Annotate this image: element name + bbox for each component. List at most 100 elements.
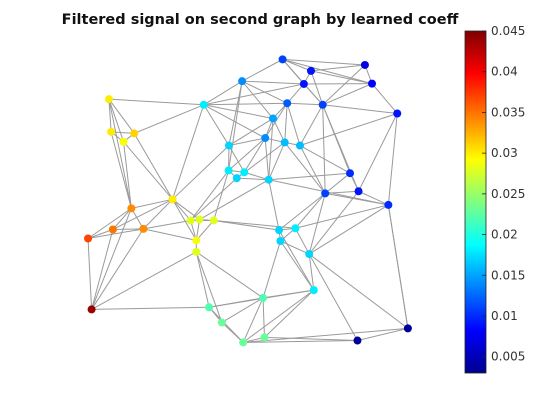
graph-edge — [123, 141, 132, 209]
graph-edge — [325, 192, 389, 206]
colorbar-ticks: 0.005 0.01 0.015 0.02 0.025 0.03 0.035 0.04 0.04… — [482, 24, 525, 364]
graph-node — [283, 99, 292, 108]
graph-edge — [299, 113, 398, 146]
graph-edge — [190, 177, 238, 221]
graph-edge — [299, 104, 324, 146]
graph-node — [192, 236, 201, 245]
graph-edge — [172, 198, 192, 221]
graph-node — [205, 303, 214, 312]
graph-edge — [108, 99, 125, 142]
graph-node — [384, 200, 393, 209]
graph-node — [354, 187, 363, 196]
graph-edge — [241, 80, 274, 119]
graph-edge — [87, 229, 114, 239]
graph-edge — [133, 104, 204, 134]
graph-edge — [322, 104, 398, 114]
graph-edge — [268, 172, 351, 181]
colorbar: 0.005 0.01 0.015 0.02 0.025 0.03 0.035 0.04 0.04… — [464, 24, 525, 374]
colorbar-tick-label: 0.015 — [491, 268, 525, 282]
graph-edge — [287, 102, 323, 106]
graph-node — [168, 195, 177, 204]
graph-edge — [108, 98, 204, 106]
graph-node — [119, 137, 128, 146]
graph-edge — [371, 83, 398, 114]
graph-edge — [324, 172, 351, 194]
graph-node — [209, 216, 218, 225]
graph-edge — [87, 228, 144, 240]
graph-edge — [284, 142, 326, 194]
graph-edge — [310, 70, 324, 105]
graph-node — [186, 216, 195, 225]
graph-edge — [172, 199, 197, 241]
graph-edge — [172, 145, 230, 200]
graph-node — [260, 333, 269, 342]
graph-edge — [241, 80, 288, 104]
graph-node — [127, 204, 136, 213]
graph-edge — [264, 289, 315, 338]
graph-edge — [195, 251, 223, 323]
graph-edge — [244, 171, 269, 181]
graph-node — [104, 95, 113, 104]
graph-edge — [282, 58, 312, 72]
graph-node — [261, 134, 270, 143]
graph-edge — [228, 145, 245, 173]
graph-edge — [262, 297, 265, 338]
graph-edge — [286, 83, 305, 104]
graph-edge — [282, 58, 365, 66]
graph-node — [403, 324, 412, 333]
graph-edge — [243, 340, 358, 343]
graph-edge — [108, 99, 112, 132]
graph-edge — [268, 118, 274, 180]
graph-edge — [203, 104, 266, 139]
graph-edge — [213, 219, 296, 229]
graph-edge — [310, 64, 365, 72]
graph-edge — [108, 99, 132, 209]
graph-node — [239, 338, 248, 347]
graph-edge — [299, 145, 351, 174]
graph-node — [139, 224, 148, 233]
graph-edge — [190, 170, 230, 221]
graph-edge — [322, 64, 366, 106]
graph-node — [240, 168, 249, 177]
graph-edge — [262, 240, 281, 299]
graph-edge — [322, 104, 326, 194]
graph-edge — [209, 297, 264, 308]
graph-edge — [242, 289, 315, 343]
graph-edge — [87, 207, 132, 239]
colorbar-tick-label: 0.035 — [491, 105, 525, 119]
graph-node — [199, 100, 208, 109]
graph-node — [276, 236, 285, 245]
colorbar-tick-label: 0.005 — [491, 350, 525, 364]
colorbar-gradient — [464, 30, 487, 374]
graph-node — [87, 305, 96, 314]
graph-node — [224, 166, 233, 175]
graph-edge — [322, 104, 360, 192]
graph-edge — [108, 98, 135, 134]
graph-edge — [213, 170, 230, 221]
colorbar-tick-label: 0.01 — [491, 309, 518, 323]
graph-edge — [112, 208, 132, 230]
graph-node — [264, 175, 273, 184]
graph-edge — [91, 251, 197, 310]
graph-edge — [203, 104, 274, 119]
graph-edge — [195, 220, 215, 241]
graph-node — [346, 169, 355, 178]
graph-edge — [221, 297, 264, 323]
colorbar-tick-label: 0.045 — [491, 24, 525, 38]
graph-edge — [325, 190, 359, 194]
graph-edge — [236, 177, 269, 181]
graph-edge — [310, 70, 373, 85]
graph-edge — [87, 238, 93, 310]
graph-edge — [133, 133, 173, 200]
graph-edge — [112, 198, 173, 230]
graph-edge — [308, 190, 359, 255]
graph-edge — [280, 240, 310, 255]
graph-edge — [91, 229, 114, 310]
graph-node — [224, 141, 233, 150]
graph-edge — [264, 336, 358, 342]
graph-node — [299, 79, 308, 88]
graph-edge — [228, 81, 243, 171]
graph-edge — [357, 327, 409, 342]
graph-node — [368, 79, 377, 88]
